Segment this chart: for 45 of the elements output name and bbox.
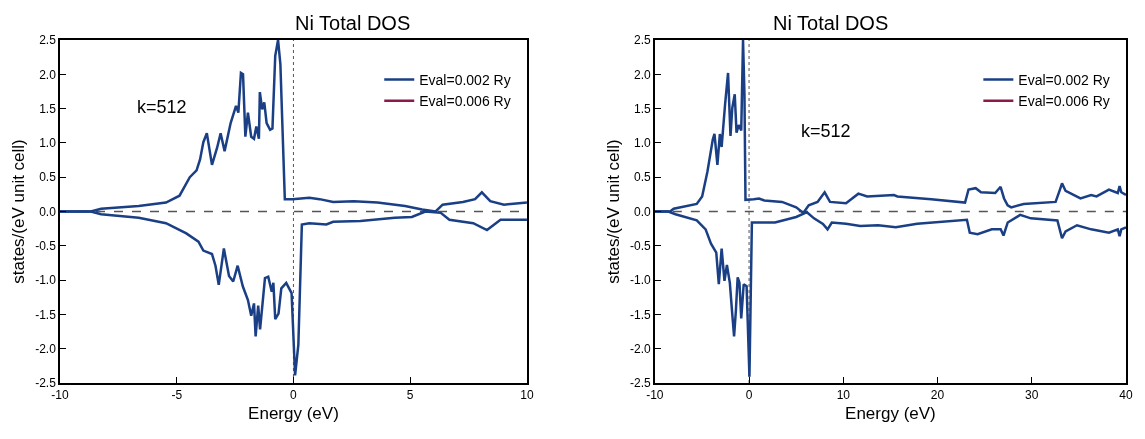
y-tick-label: 1.5 [633,101,651,116]
legend-label: Eval=0.002 Ry [419,72,511,89]
y-tick-label: 1.5 [39,101,57,116]
x-axis-title: Energy (eV) [845,404,936,424]
x-tick-label: 0 [745,388,753,403]
x-tick-label: 20 [930,388,945,403]
y-tick-label: -2.0 [629,341,651,356]
y-axis-title: states/(eV unit cell) [604,139,624,284]
y-tick-label: 0.0 [39,204,57,219]
legend-label: Eval=0.006 Ry [1018,93,1110,110]
y-tick-label: 2.0 [39,67,57,82]
y-tick-label: -0.5 [35,239,57,253]
y-tick-label: -1.0 [35,273,57,288]
annotation: k=512 [137,97,187,117]
chart-title: Ni Total DOS [773,12,889,34]
y-tick-label: 0.5 [39,170,57,185]
x-tick-label: 40 [1119,388,1133,403]
y-tick-label: -2.0 [35,341,57,356]
y-tick-label: -1.0 [629,273,651,288]
y-tick-label: 2.5 [39,33,57,48]
x-tick-label: -10 [646,388,664,403]
x-axis-title: Energy (eV) [248,404,339,424]
y-tick-label: 1.0 [633,136,651,151]
y-tick-label: -1.5 [629,307,651,322]
annotation: k=512 [801,121,851,141]
x-tick-label: 30 [1025,388,1039,403]
y-tick-label: 1.0 [39,136,57,151]
y-tick-label: 0.5 [633,170,651,185]
y-tick-label: 2.0 [633,67,651,82]
chart-title: Ni Total DOS [295,12,411,34]
y-tick-label: 2.5 [633,33,651,48]
x-tick-label: 5 [406,388,414,403]
x-tick-label: 10 [520,388,534,403]
y-axis-title: states/(eV unit cell) [9,139,29,284]
y-tick-label: -0.5 [629,239,651,253]
y-tick-label: -2.5 [35,376,57,391]
legend-label: Eval=0.006 Ry [419,93,511,110]
y-tick-label: -2.5 [629,376,651,391]
x-tick-label: -10 [51,388,69,403]
legend-label: Eval=0.002 Ry [1018,72,1110,89]
y-tick-label: 0.0 [633,204,651,219]
x-tick-label: 0 [290,388,298,403]
x-tick-label: 10 [836,388,851,403]
x-tick-label: -5 [171,388,183,403]
y-tick-label: -1.5 [35,307,57,322]
